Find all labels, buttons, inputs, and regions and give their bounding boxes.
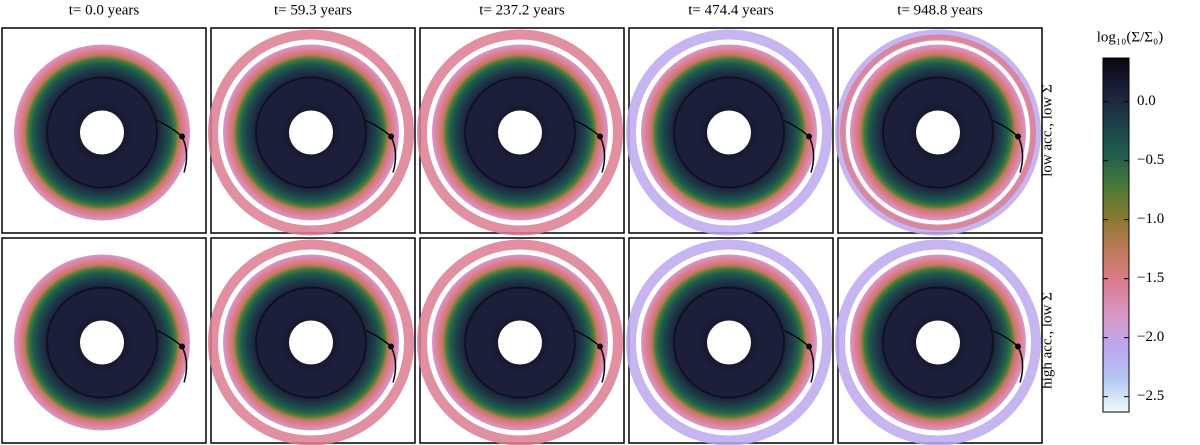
- colorbar-tick-label: −0.5: [1137, 152, 1164, 168]
- panel: [1, 27, 207, 234]
- gap-ring: [882, 286, 994, 399]
- row-label: high acc., low Σ: [1039, 292, 1055, 389]
- inner-hole: [289, 320, 333, 365]
- panel: [208, 27, 416, 236]
- panel: [626, 27, 834, 236]
- gap-ring: [673, 76, 785, 189]
- column-title: t= 948.8 years: [897, 2, 983, 18]
- planet: [388, 343, 394, 350]
- colorbar-label: log₁₀(Σ/Σ₀): [1097, 29, 1163, 45]
- planet: [806, 343, 812, 350]
- column-title: t= 474.4 years: [688, 2, 774, 18]
- planet: [806, 133, 812, 140]
- panel: [417, 237, 625, 445]
- gap-ring: [464, 76, 576, 189]
- outer-ring: [208, 29, 414, 236]
- panel: [835, 237, 1043, 445]
- gap-ring: [46, 76, 158, 189]
- inner-hole: [289, 110, 333, 155]
- planet: [597, 133, 603, 140]
- outer-ring: [835, 239, 1041, 445]
- outer-ring-gap: [218, 250, 404, 435]
- colorbar-tick-label: −1.5: [1137, 270, 1164, 286]
- inner-hole: [707, 320, 751, 365]
- outer-ring-gap: [845, 250, 1031, 435]
- outer-ring: [417, 29, 623, 236]
- outer-ring: [208, 239, 414, 445]
- row-label: low acc., low Σ: [1039, 84, 1055, 176]
- inner-hole: [80, 110, 124, 155]
- colorbar-tick-label: −2.5: [1137, 388, 1164, 404]
- planet: [388, 133, 394, 140]
- outer-ring-gap: [427, 40, 613, 225]
- gap-ring: [255, 76, 367, 189]
- gap-ring: [882, 76, 994, 189]
- colorbar-tick-label: 0.0: [1137, 93, 1156, 109]
- ring: [840, 34, 1036, 231]
- panel: [417, 27, 625, 236]
- inner-hole: [707, 110, 751, 155]
- colorbar-tick-label: −1.0: [1137, 211, 1164, 227]
- outer-ring: [626, 29, 832, 236]
- outer-ring-gap: [427, 250, 613, 435]
- gap-ring: [255, 286, 367, 399]
- column-title: t= 59.3 years: [274, 2, 352, 18]
- panel: [835, 27, 1043, 236]
- panel: [1, 237, 207, 444]
- inner-hole: [916, 110, 960, 155]
- gap-ring: [673, 286, 785, 399]
- inner-hole: [498, 110, 542, 155]
- panel: [626, 237, 834, 445]
- outer-ring-gap: [636, 250, 822, 435]
- column-title: t= 237.2 years: [479, 2, 565, 18]
- panel: [208, 237, 416, 445]
- gap-ring: [464, 286, 576, 399]
- column-title: t= 0.0 years: [69, 2, 140, 18]
- outer-ring-gap: [845, 40, 1031, 225]
- colorbar: [1102, 57, 1130, 413]
- inner-hole: [80, 320, 124, 365]
- planet: [597, 343, 603, 350]
- planet: [1015, 343, 1021, 350]
- inner-hole: [498, 320, 542, 365]
- inner-hole: [916, 320, 960, 365]
- planet: [179, 133, 185, 140]
- planet: [179, 343, 185, 350]
- outer-ring: [417, 239, 623, 445]
- outer-ring-gap: [218, 40, 404, 225]
- outer-ring-gap: [636, 40, 822, 225]
- outer-ring: [626, 239, 832, 445]
- colorbar-tick-label: −2.0: [1137, 329, 1164, 345]
- gap-ring: [46, 286, 158, 399]
- planet: [1015, 133, 1021, 140]
